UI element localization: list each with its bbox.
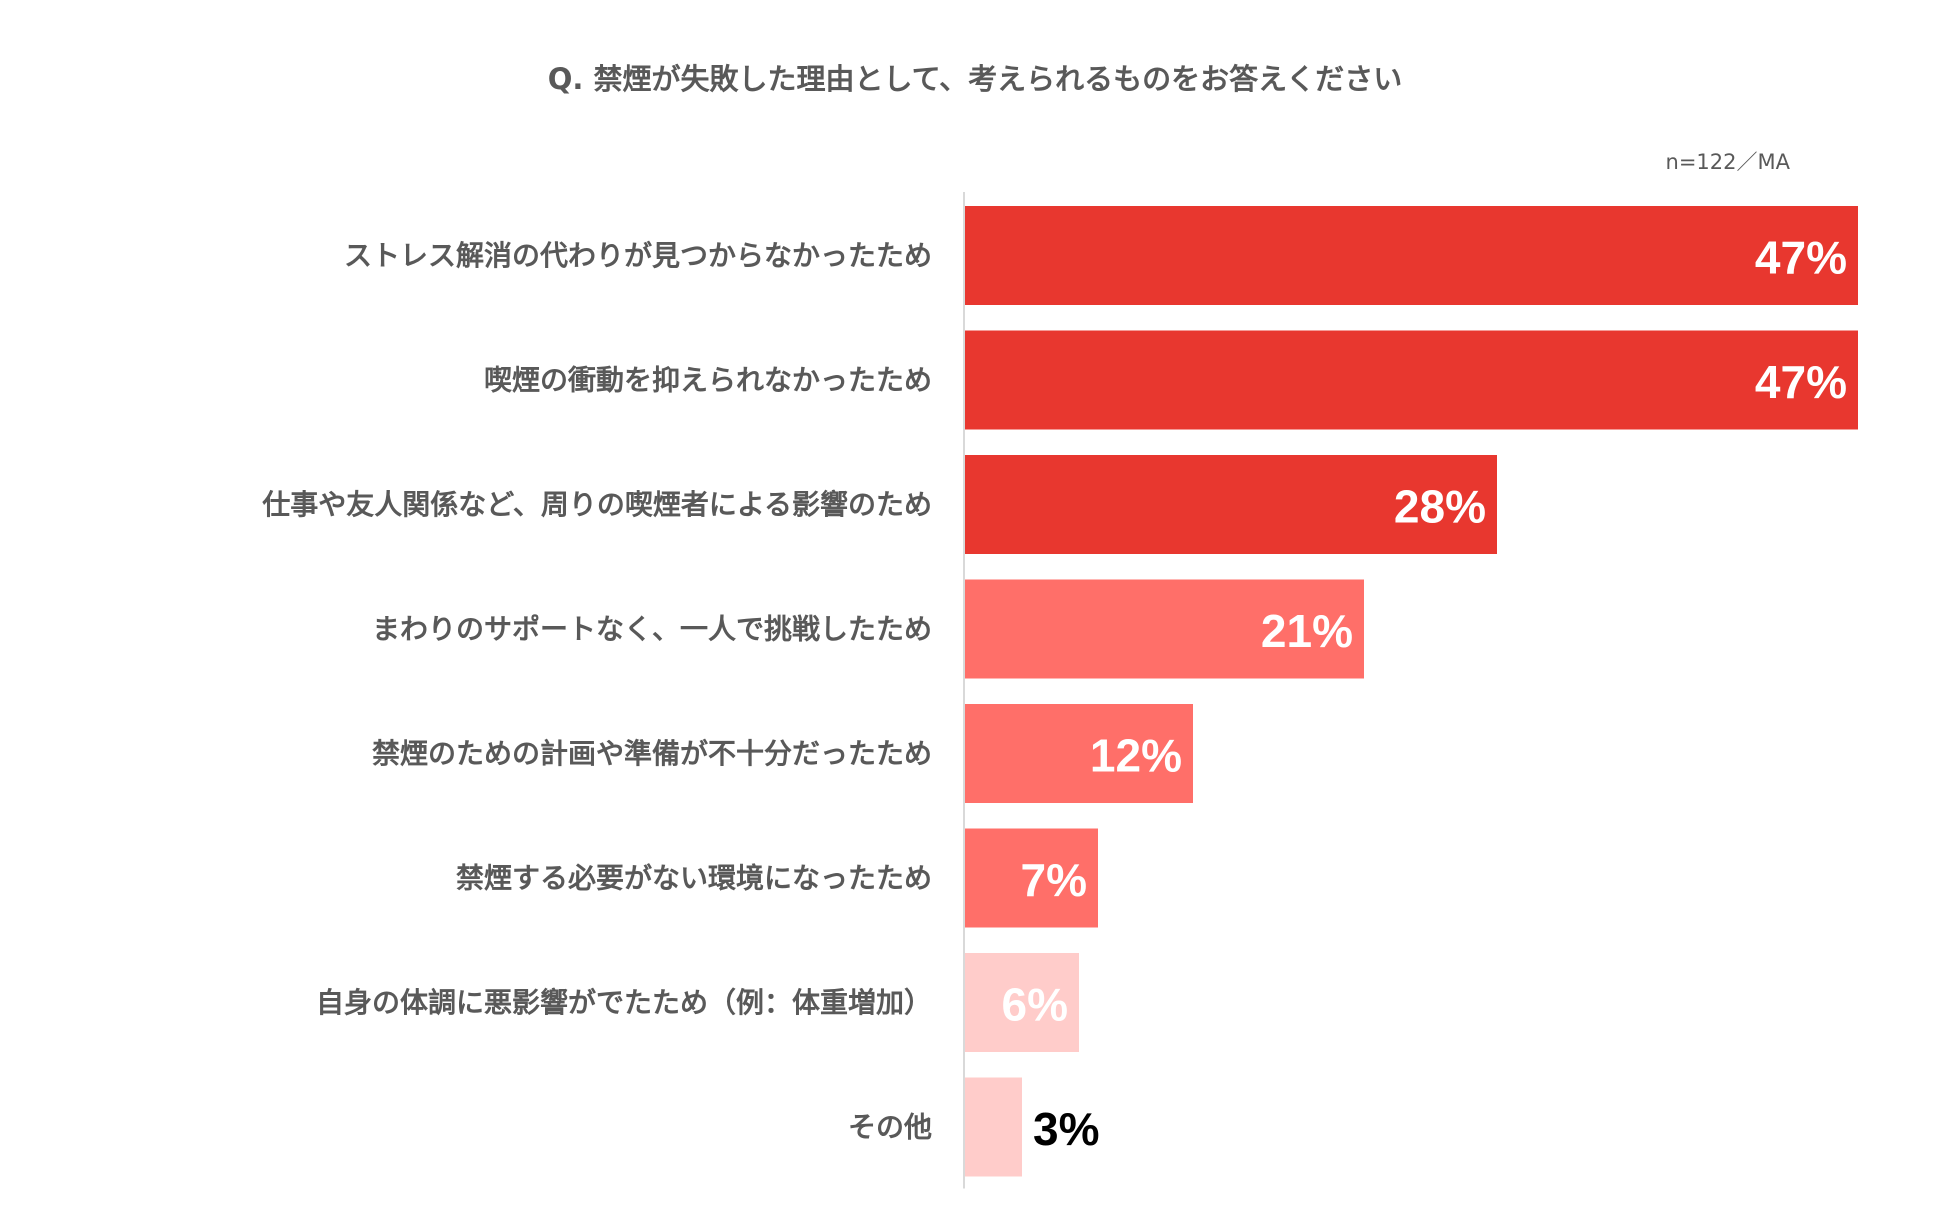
bar bbox=[965, 828, 1098, 928]
value-label: 12% bbox=[1090, 730, 1182, 782]
chart-title: Q. 禁煙が失敗した理由として、考えられるものをお答えください bbox=[547, 62, 1403, 96]
sample-size-note: n=122／MA bbox=[1665, 150, 1790, 174]
category-label: 禁煙のための計画や準備が不十分だったため bbox=[372, 737, 932, 770]
value-label: 21% bbox=[1261, 605, 1353, 657]
value-label: 6% bbox=[1002, 979, 1068, 1031]
bar bbox=[965, 206, 1858, 305]
category-label: 禁煙する必要がない環境になったため bbox=[456, 862, 932, 895]
value-label: 7% bbox=[1021, 854, 1087, 906]
bar bbox=[965, 704, 1193, 803]
value-label: 3% bbox=[1033, 1103, 1099, 1155]
category-label: まわりのサポートなく、一人で挑戦したため bbox=[372, 613, 932, 646]
value-label: 28% bbox=[1394, 481, 1486, 533]
category-label: 自身の体調に悪影響がでたため（例：体重増加） bbox=[316, 986, 932, 1019]
bar bbox=[965, 330, 1858, 430]
category-label: 仕事や友人関係など、周りの喫煙者による影響のため bbox=[261, 488, 932, 521]
bar bbox=[965, 455, 1497, 554]
bar bbox=[965, 579, 1364, 679]
category-label: 喫煙の衝動を抑えられなかったため bbox=[484, 364, 932, 397]
value-label: 47% bbox=[1755, 232, 1847, 284]
category-label: ストレス解消の代わりが見つからなかったため bbox=[344, 239, 932, 272]
value-label: 47% bbox=[1755, 356, 1847, 408]
bar bbox=[965, 953, 1079, 1052]
bar bbox=[965, 1077, 1022, 1177]
category-label: その他 bbox=[848, 1111, 932, 1144]
